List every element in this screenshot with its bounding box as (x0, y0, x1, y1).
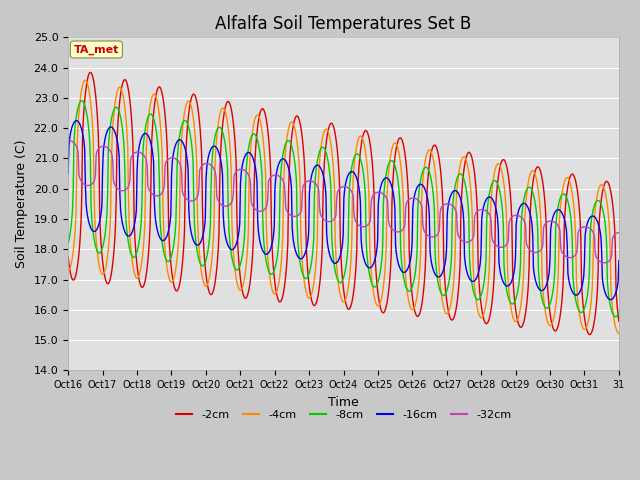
-8cm (432, 261, 440, 267)
-8cm (258, 173, 266, 179)
-4cm (615, 331, 623, 336)
-2cm (279, 293, 287, 299)
-32cm (615, 229, 623, 235)
-4cm (258, 128, 266, 133)
-8cm (611, 314, 619, 320)
-2cm (586, 332, 593, 337)
-32cm (601, 260, 609, 266)
-8cm (78, 97, 86, 103)
-2cm (401, 151, 409, 156)
-32cm (65, 138, 73, 144)
-2cm (64, 254, 72, 260)
-2cm (615, 318, 623, 324)
Y-axis label: Soil Temperature (C): Soil Temperature (C) (15, 140, 28, 268)
-16cm (73, 118, 81, 123)
-32cm (258, 208, 266, 214)
-4cm (432, 174, 440, 180)
-16cm (607, 297, 614, 302)
-2cm (258, 106, 266, 112)
-4cm (279, 232, 287, 238)
-2cm (432, 143, 440, 149)
-4cm (81, 77, 89, 83)
Line: -16cm: -16cm (68, 120, 619, 300)
-32cm (64, 138, 72, 144)
-16cm (615, 258, 623, 264)
-32cm (279, 178, 287, 183)
-8cm (64, 240, 72, 246)
-4cm (401, 264, 409, 270)
-8cm (130, 254, 138, 260)
Legend: -2cm, -4cm, -8cm, -16cm, -32cm: -2cm, -4cm, -8cm, -16cm, -32cm (172, 406, 516, 425)
-32cm (432, 233, 440, 239)
Line: -8cm: -8cm (68, 100, 619, 317)
-4cm (231, 264, 239, 270)
-2cm (130, 168, 138, 174)
-16cm (258, 246, 266, 252)
-8cm (279, 152, 287, 158)
-2cm (231, 135, 239, 141)
-32cm (231, 171, 239, 177)
-16cm (401, 269, 409, 275)
-16cm (231, 244, 239, 250)
-16cm (279, 156, 287, 162)
-4cm (64, 268, 72, 274)
-8cm (401, 281, 409, 287)
X-axis label: Time: Time (328, 396, 359, 408)
-8cm (231, 265, 239, 271)
-32cm (401, 222, 409, 228)
-4cm (130, 266, 138, 272)
-8cm (615, 310, 623, 315)
Title: Alfalfa Soil Temperatures Set B: Alfalfa Soil Temperatures Set B (216, 15, 472, 33)
-16cm (130, 226, 138, 231)
Line: -4cm: -4cm (68, 80, 619, 334)
Text: TA_met: TA_met (74, 44, 119, 55)
Line: -32cm: -32cm (68, 141, 619, 263)
-16cm (64, 171, 72, 177)
-32cm (130, 151, 138, 157)
Line: -2cm: -2cm (68, 72, 619, 335)
-2cm (86, 70, 94, 75)
-16cm (432, 272, 440, 278)
